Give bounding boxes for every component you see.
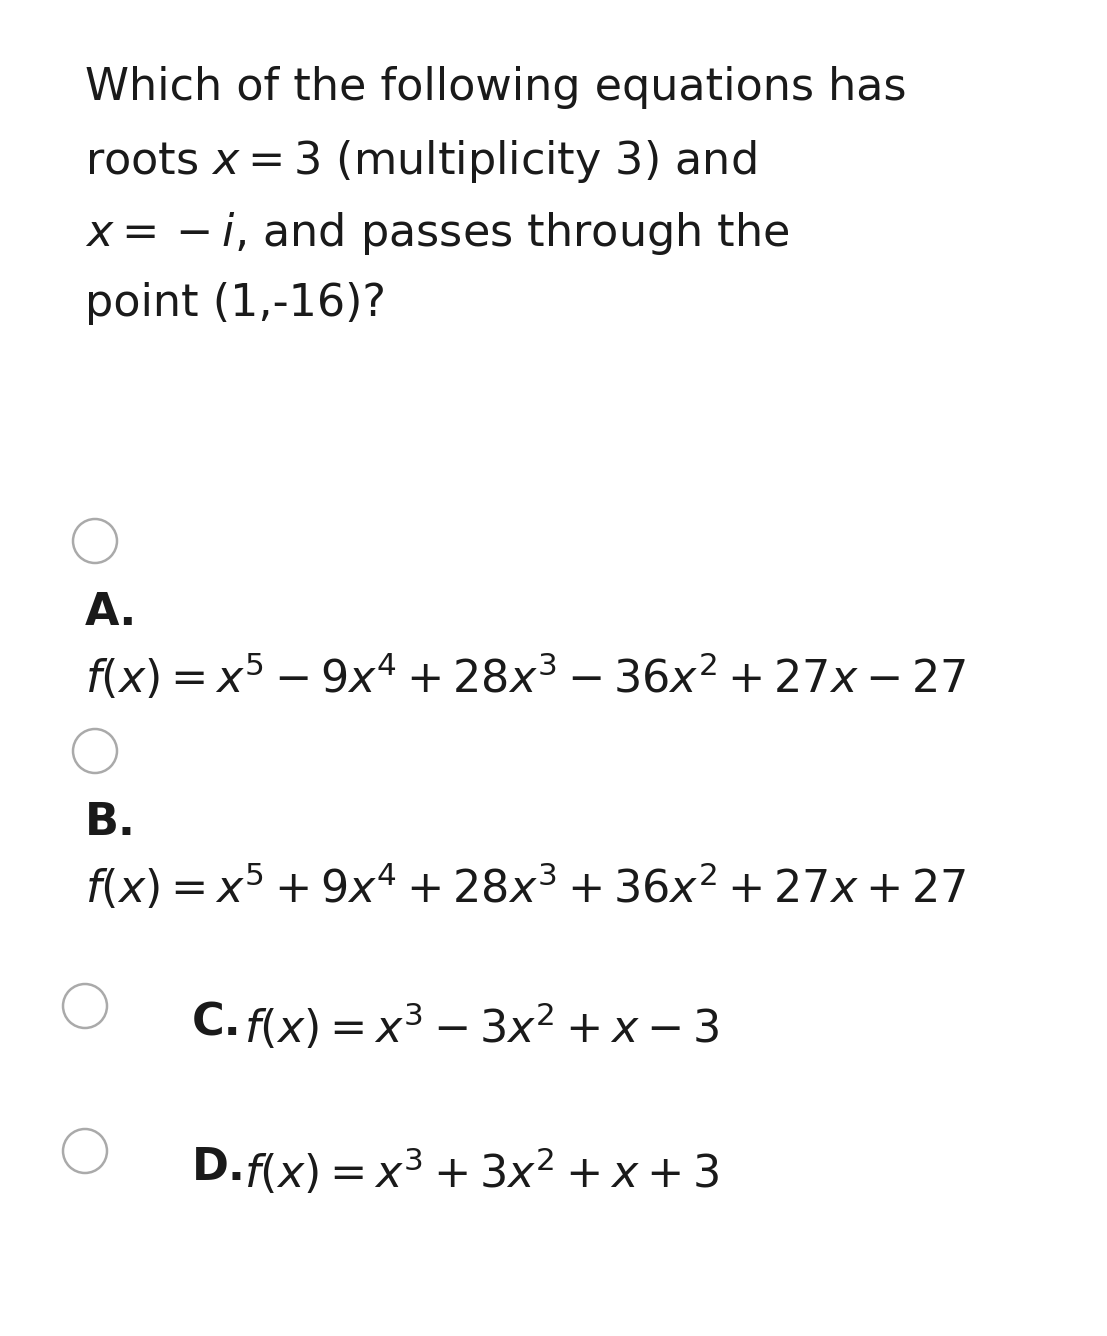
Text: $f(x) = x^5 - 9x^4 + 28x^3 - 36x^2 + 27x - 27$: $f(x) = x^5 - 9x^4 + 28x^3 - 36x^2 + 27x… bbox=[85, 651, 966, 701]
Text: $x = -i$, and passes through the: $x = -i$, and passes through the bbox=[85, 210, 789, 257]
Text: C.: C. bbox=[192, 1001, 241, 1043]
Text: A.: A. bbox=[85, 591, 137, 635]
Text: D.: D. bbox=[192, 1146, 246, 1189]
Text: $f(x) = x^3 - 3x^2 + x - 3$: $f(x) = x^3 - 3x^2 + x - 3$ bbox=[244, 1001, 720, 1051]
Text: B.: B. bbox=[85, 802, 136, 844]
Text: roots $x = 3$ (multiplicity 3) and: roots $x = 3$ (multiplicity 3) and bbox=[85, 138, 756, 184]
Text: $f(x) = x^3 + 3x^2 + x + 3$: $f(x) = x^3 + 3x^2 + x + 3$ bbox=[244, 1146, 720, 1197]
Text: Which of the following equations has: Which of the following equations has bbox=[85, 65, 907, 110]
Text: point (1,-16)?: point (1,-16)? bbox=[85, 282, 386, 325]
Text: $f(x) = x^5 + 9x^4 + 28x^3 + 36x^2 + 27x + 27$: $f(x) = x^5 + 9x^4 + 28x^3 + 36x^2 + 27x… bbox=[85, 860, 966, 911]
